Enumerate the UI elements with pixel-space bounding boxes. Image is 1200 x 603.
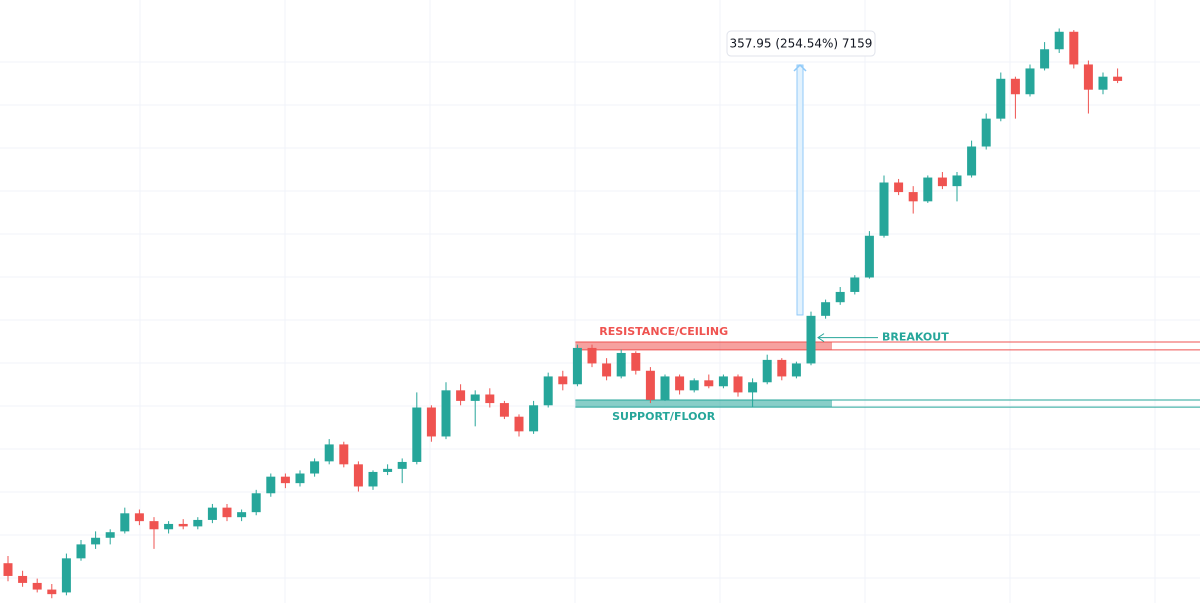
candle-body (207, 507, 217, 520)
candle-body (806, 315, 816, 364)
candle-body (529, 405, 539, 432)
annotation-arrowhead (817, 333, 825, 343)
candle-body (514, 416, 524, 432)
candle-body (1054, 31, 1064, 50)
annotation-label: BREAKOUT (882, 331, 949, 344)
measure-arrowhead (793, 63, 807, 72)
candle-body (412, 407, 422, 462)
candle-body (952, 175, 962, 187)
candle-body (178, 523, 188, 527)
candle-body (120, 513, 130, 532)
candle-body (193, 519, 203, 527)
candle-body (572, 347, 582, 385)
candle-body (485, 394, 495, 404)
zone-band (575, 342, 832, 350)
measure-bar (796, 64, 804, 316)
candle-body (1113, 76, 1123, 81)
candle-body (91, 537, 101, 545)
candle-body (923, 177, 933, 202)
zone-label: RESISTANCE/CEILING (599, 325, 728, 338)
candle-body (762, 359, 772, 383)
candle-body (105, 532, 115, 538)
candle-body (543, 376, 553, 406)
candle-body (1098, 76, 1108, 90)
candle-body (76, 544, 86, 559)
candle-body (295, 473, 305, 484)
candle-body (777, 359, 787, 377)
candle-body (324, 444, 334, 462)
candle-body (149, 521, 159, 530)
candle-body (996, 78, 1006, 119)
measure-box (726, 30, 876, 57)
candle-body (353, 464, 363, 487)
candle-body (237, 512, 247, 518)
candle-body (733, 376, 743, 393)
candle-body (310, 461, 320, 474)
candle-body (426, 407, 436, 437)
candle-body (266, 476, 276, 494)
measure-label: 357.95 (254.54%) 7159 (730, 37, 873, 51)
candle-body (1083, 64, 1093, 90)
candle-body (908, 192, 918, 202)
candle-body (134, 513, 144, 522)
candle-body (937, 177, 947, 187)
candle-body (32, 582, 42, 590)
candle-body (1069, 31, 1079, 65)
candle-body (251, 493, 261, 513)
candle-body (368, 471, 378, 487)
candle-body (791, 363, 801, 377)
candle-body (850, 277, 860, 292)
candle-body (18, 575, 28, 583)
candle-body (339, 444, 349, 465)
candle-body (397, 461, 407, 469)
zone-label: SUPPORT/FLOOR (612, 410, 716, 423)
candle-body (602, 363, 612, 377)
candle-body (616, 352, 626, 377)
candle-body (967, 146, 977, 176)
candle-body (47, 589, 57, 595)
candle-body (222, 507, 232, 518)
candle-body (1040, 49, 1050, 69)
candle-body (879, 182, 889, 236)
candle-body (280, 476, 290, 484)
candle-body (3, 563, 13, 576)
candle-body (61, 558, 71, 593)
candle-body (821, 302, 831, 316)
candle-body (631, 352, 641, 371)
candle-body (748, 382, 758, 393)
candle-body (718, 376, 728, 387)
candle-body (645, 370, 655, 400)
candle-body (675, 376, 685, 391)
candle-body (1025, 68, 1035, 95)
candle-body (981, 118, 991, 147)
candle-body (441, 390, 451, 437)
candle-body (864, 235, 874, 278)
candle-body (835, 291, 845, 303)
candle-body (558, 376, 568, 385)
candle-body (470, 394, 480, 401)
candle-body (660, 376, 670, 400)
candle-body (456, 390, 466, 401)
candles (3, 28, 1123, 599)
candle-body (587, 347, 597, 364)
candle-body (383, 468, 393, 472)
candle-body (894, 182, 904, 193)
candle-body (1010, 78, 1020, 95)
candle-body (704, 380, 714, 387)
zone-band (575, 400, 832, 408)
candle-body (164, 523, 174, 530)
candle-body (689, 380, 699, 391)
candle-body (499, 403, 509, 417)
